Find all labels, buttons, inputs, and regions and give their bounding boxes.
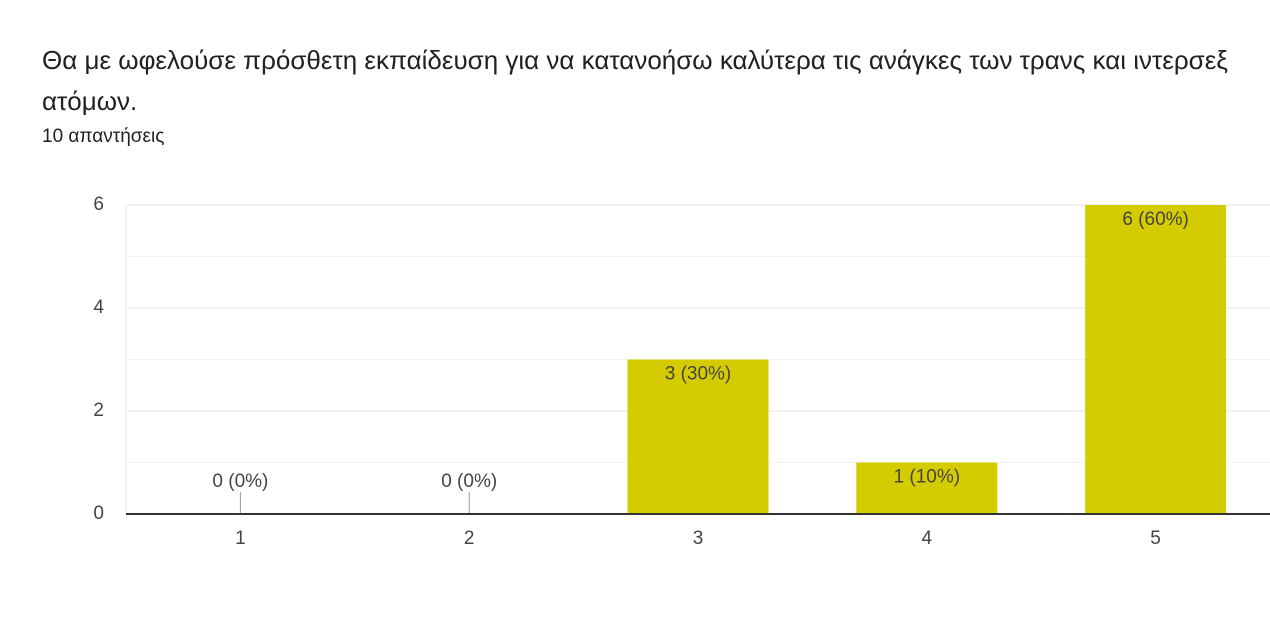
x-tick-label: 2 xyxy=(464,528,475,549)
x-tick-label: 1 xyxy=(235,528,246,549)
x-tick-label: 3 xyxy=(693,528,704,549)
data-label: 3 (30%) xyxy=(665,364,732,385)
data-label: 0 (0%) xyxy=(212,471,268,492)
chart-subtitle: 10 απαντήσεις xyxy=(42,126,165,147)
x-tick-label: 4 xyxy=(922,528,933,549)
chart-title: Θα με ωφελούσε πρόσθετη εκπαίδευση για ν… xyxy=(42,45,1228,116)
y-tick-label: 2 xyxy=(93,400,104,421)
bar xyxy=(856,462,998,514)
bar xyxy=(627,359,769,514)
y-tick-label: 6 xyxy=(93,194,104,215)
y-tick-label: 4 xyxy=(93,297,104,318)
data-label: 6 (60%) xyxy=(1122,209,1189,230)
y-tick-label: 0 xyxy=(93,503,104,524)
x-tick-label: 5 xyxy=(1150,528,1161,549)
data-label: 0 (0%) xyxy=(441,471,497,492)
data-label: 1 (10%) xyxy=(894,467,961,488)
bar xyxy=(1085,205,1227,514)
